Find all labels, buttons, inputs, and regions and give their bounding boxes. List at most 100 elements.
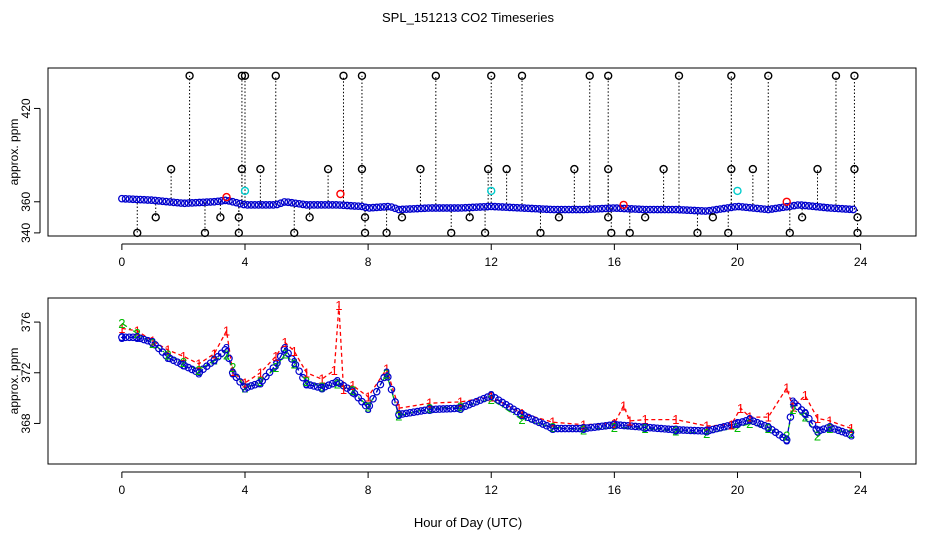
series-3-marker: 3 bbox=[611, 417, 618, 432]
co2-point bbox=[420, 204, 429, 213]
series-1-marker: 1 bbox=[383, 362, 390, 377]
series-3-point bbox=[409, 408, 418, 416]
co2-point bbox=[546, 205, 555, 214]
co2-point bbox=[136, 195, 145, 204]
co2-point bbox=[210, 197, 219, 206]
co2-point bbox=[321, 201, 329, 209]
co2-point bbox=[140, 195, 148, 204]
co2-point bbox=[716, 205, 725, 213]
co2-point bbox=[487, 202, 496, 211]
co2-point bbox=[258, 201, 267, 209]
outlier-point bbox=[517, 71, 527, 80]
series-3-point bbox=[646, 423, 654, 432]
co2-point bbox=[424, 204, 433, 212]
outlier-point bbox=[640, 213, 650, 222]
co2-point bbox=[838, 204, 846, 213]
series-3-point bbox=[184, 363, 193, 372]
co2-point bbox=[461, 203, 470, 212]
co2-point bbox=[849, 205, 858, 214]
co2-point bbox=[653, 205, 662, 214]
co2-point bbox=[465, 203, 473, 212]
series-3-point bbox=[528, 415, 536, 423]
series-1-marker: 1 bbox=[802, 388, 809, 403]
series-3-point bbox=[317, 384, 326, 392]
co2-point bbox=[195, 198, 204, 207]
series-2-marker: 2 bbox=[703, 426, 710, 441]
series-3-point bbox=[819, 425, 828, 433]
bottom-y-tick-label: 372 bbox=[19, 362, 33, 382]
outlier-point bbox=[360, 228, 370, 238]
series-3-point bbox=[557, 424, 566, 433]
co2-point bbox=[834, 204, 843, 213]
co2-point bbox=[372, 203, 381, 212]
cyan-point bbox=[733, 186, 742, 196]
co2-point bbox=[535, 205, 544, 213]
co2-point bbox=[358, 202, 366, 211]
series-2-marker: 2 bbox=[195, 363, 202, 378]
series-3-marker: 3 bbox=[180, 358, 187, 373]
series-3-point bbox=[568, 424, 577, 433]
co2-point bbox=[690, 206, 699, 215]
outlier-point bbox=[216, 213, 225, 222]
figure-title: SPL_151213 CO2 Timeseries bbox=[382, 10, 554, 25]
outlier-point bbox=[603, 164, 613, 174]
series-3-point bbox=[661, 425, 669, 433]
series-2-marker: 2 bbox=[164, 348, 171, 363]
series-3-marker: 3 bbox=[580, 421, 587, 436]
series-2-marker: 2 bbox=[765, 421, 772, 436]
top-x-tick-label: 4 bbox=[242, 255, 249, 269]
co2-point bbox=[361, 203, 370, 212]
series-3-marker: 3 bbox=[672, 422, 679, 437]
series-3-point bbox=[686, 426, 695, 435]
series-3-point bbox=[516, 410, 525, 418]
co2-point bbox=[797, 201, 806, 209]
series-1-marker: 1 bbox=[848, 421, 855, 436]
series-1-marker: 1 bbox=[134, 323, 141, 338]
co2-point bbox=[749, 204, 758, 212]
series-3-point bbox=[243, 383, 252, 391]
co2-point bbox=[694, 206, 702, 215]
series-3-point bbox=[140, 335, 148, 344]
co2-point bbox=[129, 195, 137, 204]
outlier-point bbox=[502, 164, 511, 174]
series-3-point bbox=[295, 367, 303, 376]
co2-point bbox=[295, 199, 304, 208]
series-3-point bbox=[657, 424, 665, 433]
series-2-marker: 2 bbox=[149, 336, 156, 351]
outlier-point bbox=[727, 71, 736, 80]
outlier-point bbox=[853, 228, 862, 238]
series-3-point bbox=[395, 410, 403, 419]
series-3-point bbox=[372, 387, 381, 396]
series-3-point bbox=[620, 421, 629, 430]
co2-point bbox=[542, 205, 551, 214]
series-1-marker: 1 bbox=[518, 406, 525, 421]
series-3-point bbox=[830, 425, 839, 433]
co2-point bbox=[317, 201, 326, 209]
co2-point bbox=[498, 203, 507, 211]
series-1-marker: 1 bbox=[195, 356, 202, 371]
series-1-marker: 1 bbox=[642, 412, 649, 427]
series-2-marker: 2 bbox=[118, 316, 125, 331]
series-3-point bbox=[727, 421, 736, 429]
series-3-marker: 3 bbox=[364, 401, 371, 416]
series-3-point bbox=[310, 382, 318, 390]
series-2-marker: 2 bbox=[848, 426, 855, 441]
outlier-point bbox=[607, 228, 616, 238]
co2-point bbox=[306, 201, 315, 209]
series-2-marker: 2 bbox=[180, 355, 187, 370]
co2-point bbox=[760, 205, 769, 214]
series-3-point bbox=[439, 405, 448, 413]
co2-point bbox=[409, 204, 418, 213]
co2-point bbox=[764, 205, 773, 214]
co2-point bbox=[236, 199, 244, 208]
series-3-point bbox=[121, 333, 130, 342]
series-1-line bbox=[121, 305, 852, 430]
outlier-point bbox=[831, 71, 841, 80]
red-point bbox=[782, 197, 791, 206]
series-3-point bbox=[782, 436, 791, 444]
series-3-point bbox=[287, 355, 296, 363]
series-3-point bbox=[166, 354, 174, 363]
series-1-marker: 1 bbox=[783, 381, 790, 396]
co2-point bbox=[158, 197, 167, 206]
series-3-point bbox=[188, 365, 196, 374]
